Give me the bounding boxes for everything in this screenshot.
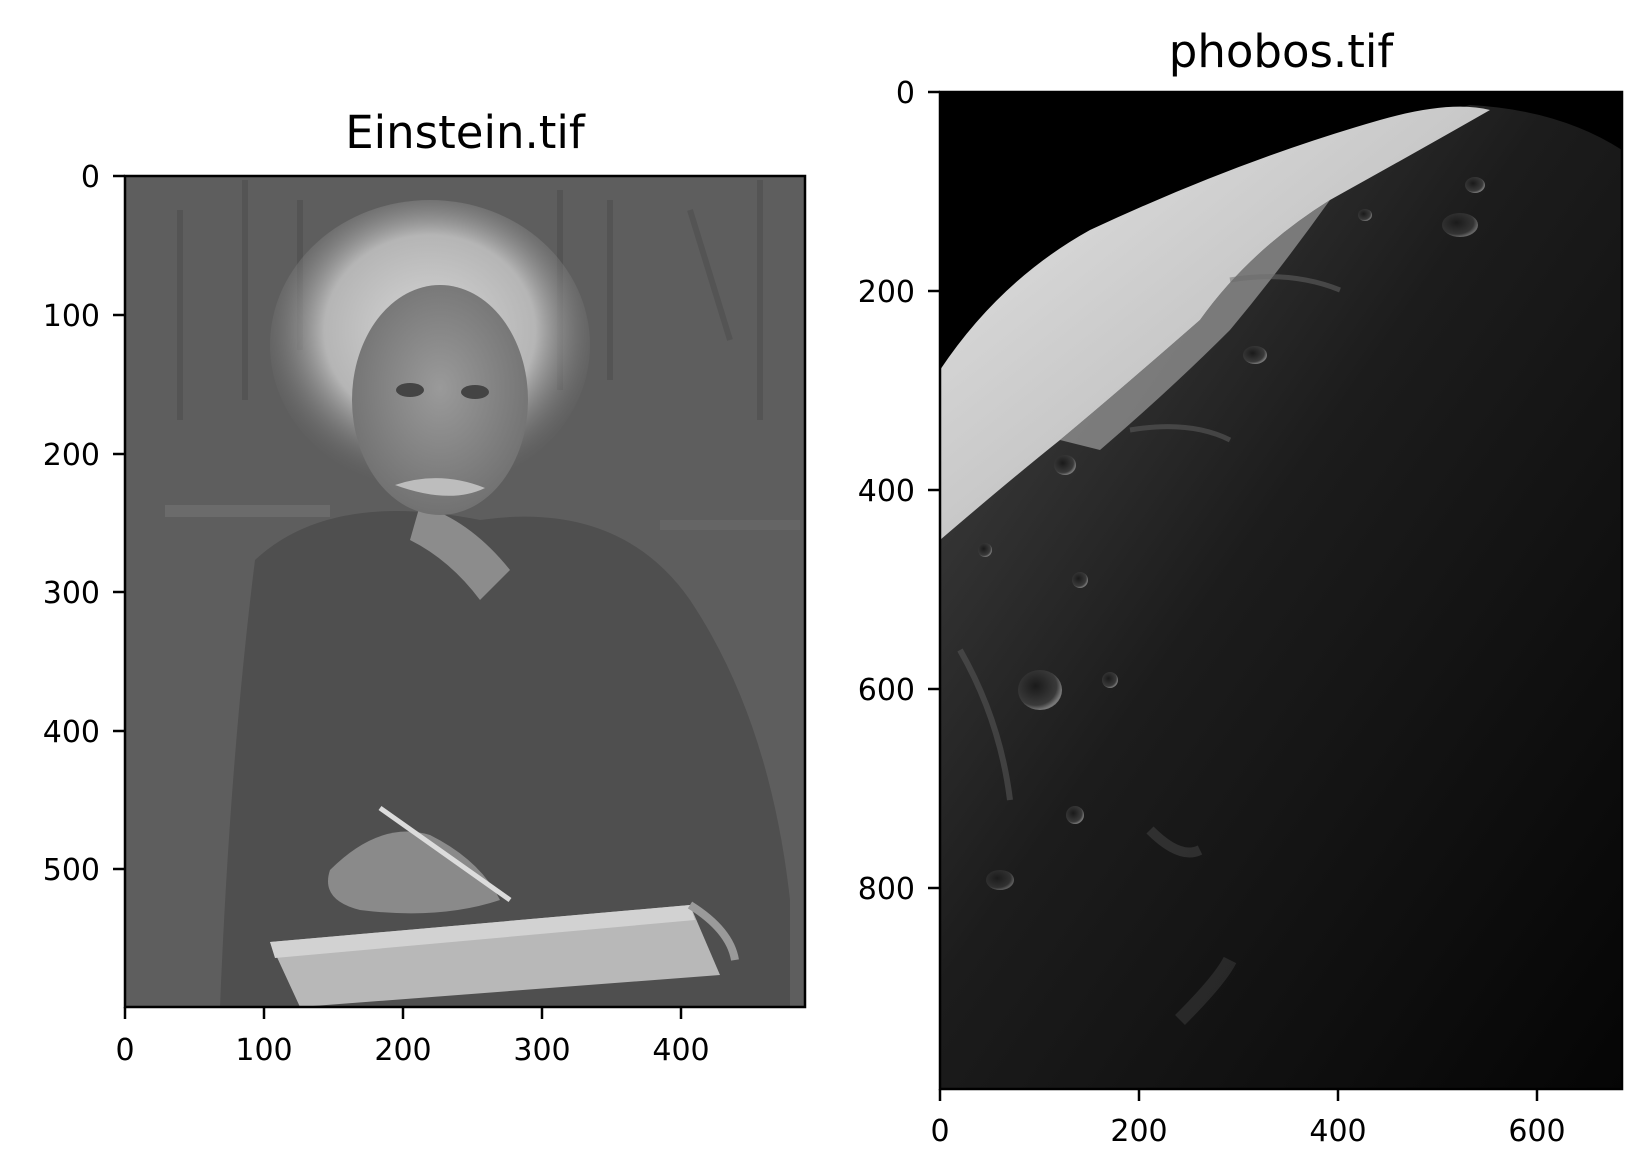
phobos-ytick-label: 0	[896, 76, 915, 111]
phobos-ytick-label: 600	[858, 673, 915, 708]
einstein-y-ticks	[113, 174, 125, 871]
phobos-x-ticks	[938, 1089, 1539, 1101]
einstein-ytick-label: 500	[43, 853, 100, 888]
phobos-ytick-label: 800	[858, 872, 915, 907]
phobos-image	[940, 92, 1622, 1089]
phobos-xtick-label: 400	[1309, 1114, 1366, 1149]
einstein-ytick-label: 300	[43, 576, 100, 611]
phobos-ytick-label: 200	[858, 275, 915, 310]
phobos-xtick-label: 200	[1110, 1114, 1167, 1149]
einstein-xtick-label: 0	[115, 1033, 134, 1068]
einstein-xtick-label: 200	[374, 1033, 431, 1068]
phobos-axes-frame	[938, 90, 1624, 1091]
phobos-title: phobos.tif	[1169, 25, 1395, 78]
einstein-xtick-label: 300	[513, 1033, 570, 1068]
phobos-panel: phobos.tif	[858, 25, 1624, 1149]
phobos-xtick-label: 0	[930, 1114, 949, 1149]
einstein-image	[125, 176, 805, 1007]
einstein-xtick-label: 400	[652, 1033, 709, 1068]
einstein-xtick-label: 100	[235, 1033, 292, 1068]
phobos-xtick-label: 600	[1508, 1114, 1565, 1149]
einstein-ytick-label: 400	[43, 715, 100, 750]
einstein-title: Einstein.tif	[345, 106, 586, 159]
einstein-panel: Einstein.tif	[43, 106, 807, 1068]
einstein-ytick-label: 100	[43, 299, 100, 334]
einstein-x-ticks	[123, 1007, 683, 1019]
einstein-ytick-label: 200	[43, 438, 100, 473]
einstein-ytick-label: 0	[81, 160, 100, 195]
phobos-y-ticks	[928, 90, 940, 890]
phobos-ytick-label: 400	[858, 474, 915, 509]
